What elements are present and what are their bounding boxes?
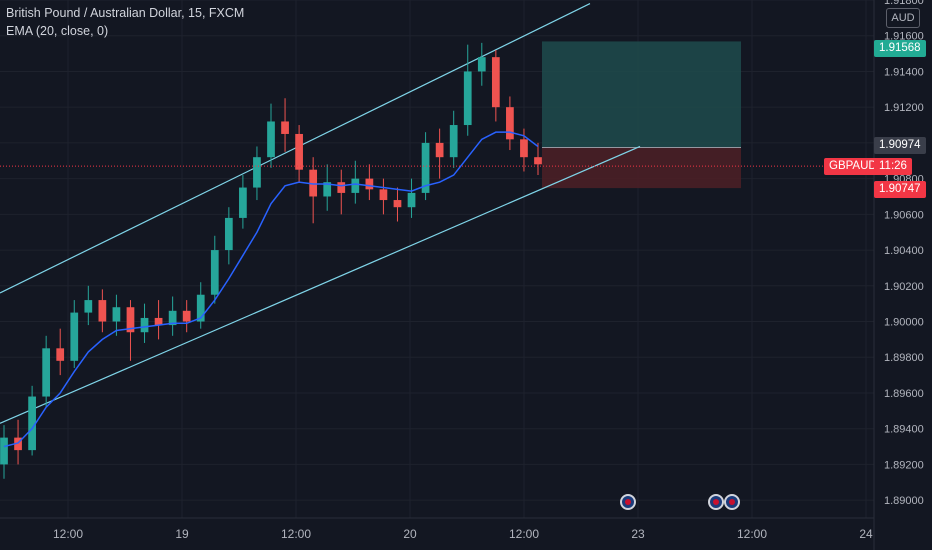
candle-body	[84, 300, 93, 313]
ema-line	[3, 131, 539, 448]
x-tick-label: 19	[175, 527, 189, 541]
candle-body	[98, 300, 107, 322]
candle-body	[56, 348, 65, 361]
countdown-badge: 11:26	[874, 158, 912, 175]
y-tick-label: 1.90400	[884, 245, 924, 257]
candle-body	[42, 348, 51, 397]
candle-body	[28, 396, 36, 451]
chart-legend: British Pound / Australian Dollar, 15, F…	[6, 4, 244, 40]
candle-body	[154, 317, 163, 326]
y-tick-label: 1.90000	[884, 317, 924, 329]
candle-body	[323, 182, 332, 197]
y-tick-label: 1.89000	[884, 495, 924, 507]
y-tick-label: 1.91200	[884, 102, 924, 114]
y-tick-label: 1.89800	[884, 352, 924, 364]
y-tick-label: 1.90200	[884, 281, 924, 293]
candle-body	[210, 250, 219, 295]
candle-body	[351, 178, 360, 193]
candle-body	[126, 307, 135, 333]
candle-body	[281, 121, 289, 134]
candle-body	[14, 437, 22, 451]
x-tick-label: 12:00	[737, 527, 767, 541]
target-zone	[542, 41, 741, 148]
candle-body	[520, 139, 528, 158]
y-tick-label: 1.89200	[884, 459, 924, 471]
candle-body	[253, 157, 261, 188]
x-tick-label: 23	[631, 527, 645, 541]
y-tick-label: 1.89600	[884, 388, 924, 400]
symbol-badge: GBPAUD	[824, 158, 882, 175]
y-tick-label: 1.90600	[884, 209, 924, 221]
candle-body	[295, 133, 303, 170]
candle-body	[463, 71, 472, 126]
candle-body	[421, 142, 430, 193]
gb-event-flag-icon[interactable]	[724, 494, 740, 510]
channel-lower-line	[0, 145, 641, 424]
channel-upper-line	[0, 3, 591, 294]
y-tick-label: 1.91400	[884, 66, 924, 78]
x-tick-label: 12:00	[281, 527, 311, 541]
candle-body	[337, 182, 346, 193]
y-tick-label: 1.91800	[884, 0, 924, 7]
candle-body	[112, 307, 121, 322]
candle-body	[449, 125, 458, 158]
x-tick-label: 20	[403, 527, 417, 541]
candle-body	[491, 57, 500, 108]
y-tick-label: 1.91600	[884, 31, 924, 43]
candle-body	[140, 317, 149, 333]
candle-body	[168, 310, 177, 326]
symbol-title: British Pound / Australian Dollar, 15, F…	[6, 6, 245, 20]
candle-body	[239, 187, 247, 218]
candle-body	[224, 217, 233, 251]
currency-unit-button[interactable]: AUD	[886, 8, 920, 28]
candle-body	[196, 294, 205, 322]
indicator-label[interactable]: EMA (20, close, 0)	[6, 24, 109, 38]
candle-body	[407, 192, 416, 208]
candle-body	[365, 178, 374, 190]
stop-zone	[542, 147, 741, 189]
candle-body	[70, 312, 79, 361]
y-tick-label: 1.89400	[884, 424, 924, 436]
entry-price-badge: 1.90974	[874, 137, 926, 154]
x-tick-label: 24	[859, 527, 873, 541]
candle-body	[393, 200, 402, 208]
candle-body	[435, 142, 444, 158]
candle-body	[506, 107, 514, 140]
x-tick-label: 12:00	[509, 527, 539, 541]
stop-price-badge: 1.90747	[874, 181, 926, 198]
x-tick-label: 12:00	[53, 527, 83, 541]
candle-body	[534, 157, 542, 165]
gb-event-flag-icon[interactable]	[708, 494, 724, 510]
candle-body	[309, 169, 318, 197]
target-price-badge: 1.91568	[874, 40, 926, 57]
au-event-flag-icon[interactable]	[620, 494, 636, 510]
candle-body	[379, 189, 388, 201]
candle-body	[477, 57, 486, 72]
candle-body	[0, 437, 8, 465]
candle-body	[182, 310, 191, 322]
candle-body	[267, 121, 275, 158]
